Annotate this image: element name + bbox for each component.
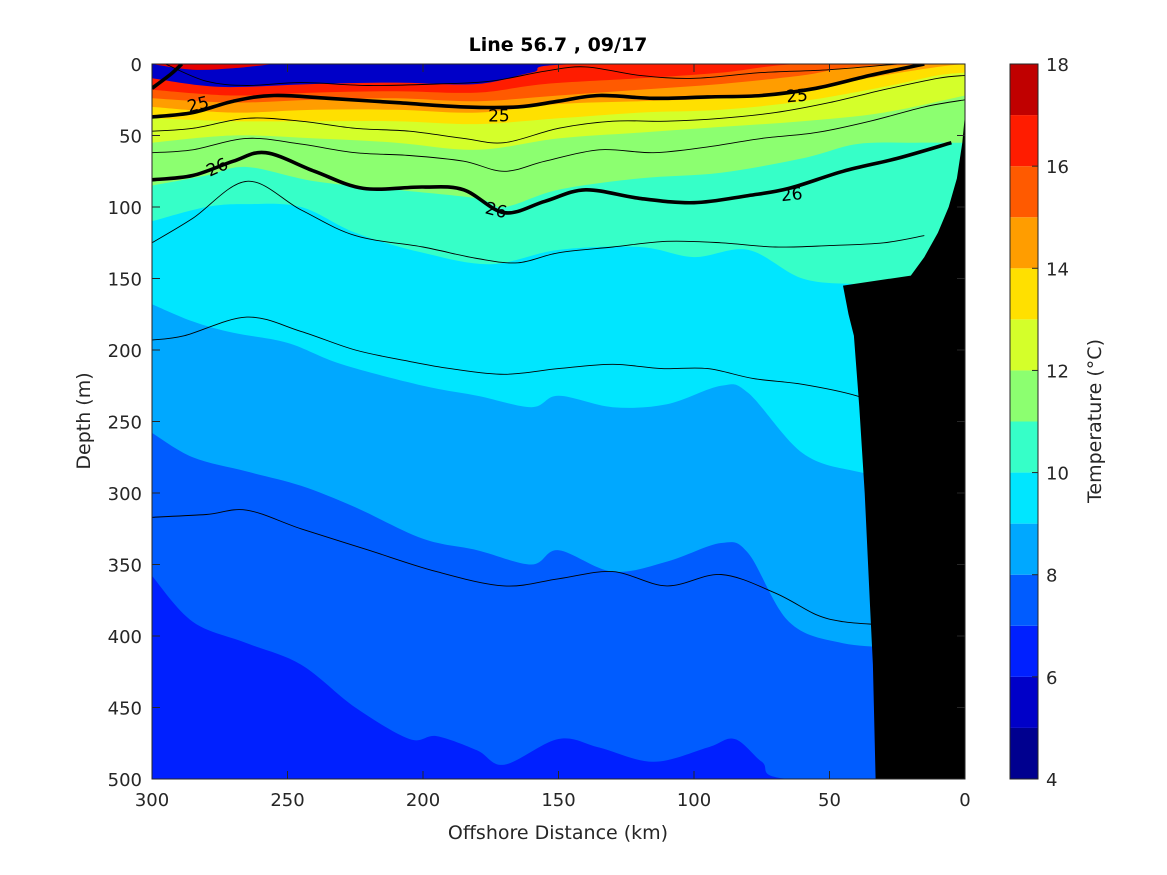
colorbar-tick-label: 18 xyxy=(1046,55,1069,76)
colorbar-tick-label: 16 xyxy=(1046,157,1069,178)
y-tick-label: 300 xyxy=(108,484,142,505)
y-tick-label: 100 xyxy=(108,198,142,219)
colorbar-segment xyxy=(1010,64,1038,116)
y-axis: 0 50 100 150 200 250 300 350 400 450 500 xyxy=(108,55,965,791)
x-tick-label: 50 xyxy=(818,790,841,811)
contour-label-group: 25 xyxy=(785,86,808,108)
colorbar-tick-label: 6 xyxy=(1046,668,1057,689)
x-tick-label: 200 xyxy=(406,790,440,811)
x-axis-label: Offshore Distance (km) xyxy=(448,822,668,844)
colorbar-tick-label: 10 xyxy=(1046,464,1069,485)
colorbar-segment xyxy=(1010,472,1038,524)
seafloor xyxy=(843,114,965,779)
x-tick-label: 250 xyxy=(270,790,304,811)
y-tick-label: 150 xyxy=(108,270,142,291)
y-tick-label: 200 xyxy=(108,341,142,362)
colorbar-segment xyxy=(1010,217,1038,269)
colorbar-segment xyxy=(1010,370,1038,422)
density-contour-26 xyxy=(152,140,952,215)
contour-label: 25 xyxy=(785,86,808,108)
contour-label: 26 xyxy=(780,184,804,206)
colorbar-tick-label: 12 xyxy=(1046,361,1069,382)
y-tick-label: 0 xyxy=(131,55,142,76)
colorbar-segment xyxy=(1010,268,1038,320)
y-tick-label: 450 xyxy=(108,699,142,720)
colorbar-segment xyxy=(1010,574,1038,626)
colorbar-segment xyxy=(1010,115,1038,167)
chart-title: Line 56.7 , 09/17 xyxy=(469,34,648,56)
colorbar-tick-label: 4 xyxy=(1046,770,1057,791)
colorbar-segment xyxy=(1010,625,1038,677)
colorbar-segment xyxy=(1010,676,1038,728)
density-contour-line xyxy=(152,180,925,264)
x-tick-label: 300 xyxy=(135,790,169,811)
colorbar-segment xyxy=(1010,166,1038,218)
temperature-bands xyxy=(152,64,965,779)
density-contour-line xyxy=(152,74,965,144)
y-tick-label: 350 xyxy=(108,556,142,577)
y-axis-label: Depth (m) xyxy=(73,372,95,469)
colorbar-segment xyxy=(1010,421,1038,473)
y-tick-label: 400 xyxy=(108,627,142,648)
colorbar-segment xyxy=(1010,523,1038,575)
colorbar-tick-label: 14 xyxy=(1046,259,1069,280)
contour-label-group: 25 xyxy=(488,107,510,127)
colorbar-segment xyxy=(1010,319,1038,371)
colorbar-tick-label: 8 xyxy=(1046,566,1057,587)
x-tick-label: 0 xyxy=(959,790,970,811)
temperature-band-6 xyxy=(152,575,965,779)
colorbar-label: Temperature (°C) xyxy=(1084,339,1106,504)
density-contour-line xyxy=(152,99,965,172)
density-contour-line xyxy=(152,64,184,90)
contour-label-group: 26 xyxy=(780,184,804,206)
y-tick-label: 250 xyxy=(108,413,142,434)
density-contour-line xyxy=(152,509,879,626)
seafloor-shape xyxy=(843,114,965,779)
density-contour-25 xyxy=(152,64,925,119)
colorbar-segment xyxy=(1010,727,1038,779)
x-tick-label: 100 xyxy=(677,790,711,811)
x-axis: 300 250 200 150 100 50 0 xyxy=(135,64,971,811)
y-tick-label: 500 xyxy=(108,770,142,791)
temperature-band-7 xyxy=(152,432,965,779)
colorbar: 4 6 8 10 12 14 16 18 xyxy=(1009,55,1069,791)
density-contour-line xyxy=(152,316,890,411)
y-tick-label: 50 xyxy=(119,127,142,148)
contour-label: 25 xyxy=(488,107,510,127)
density-contours xyxy=(152,64,965,626)
density-contour-line xyxy=(165,64,898,86)
x-tick-label: 150 xyxy=(541,790,575,811)
colorbar-frame xyxy=(1009,63,1039,780)
